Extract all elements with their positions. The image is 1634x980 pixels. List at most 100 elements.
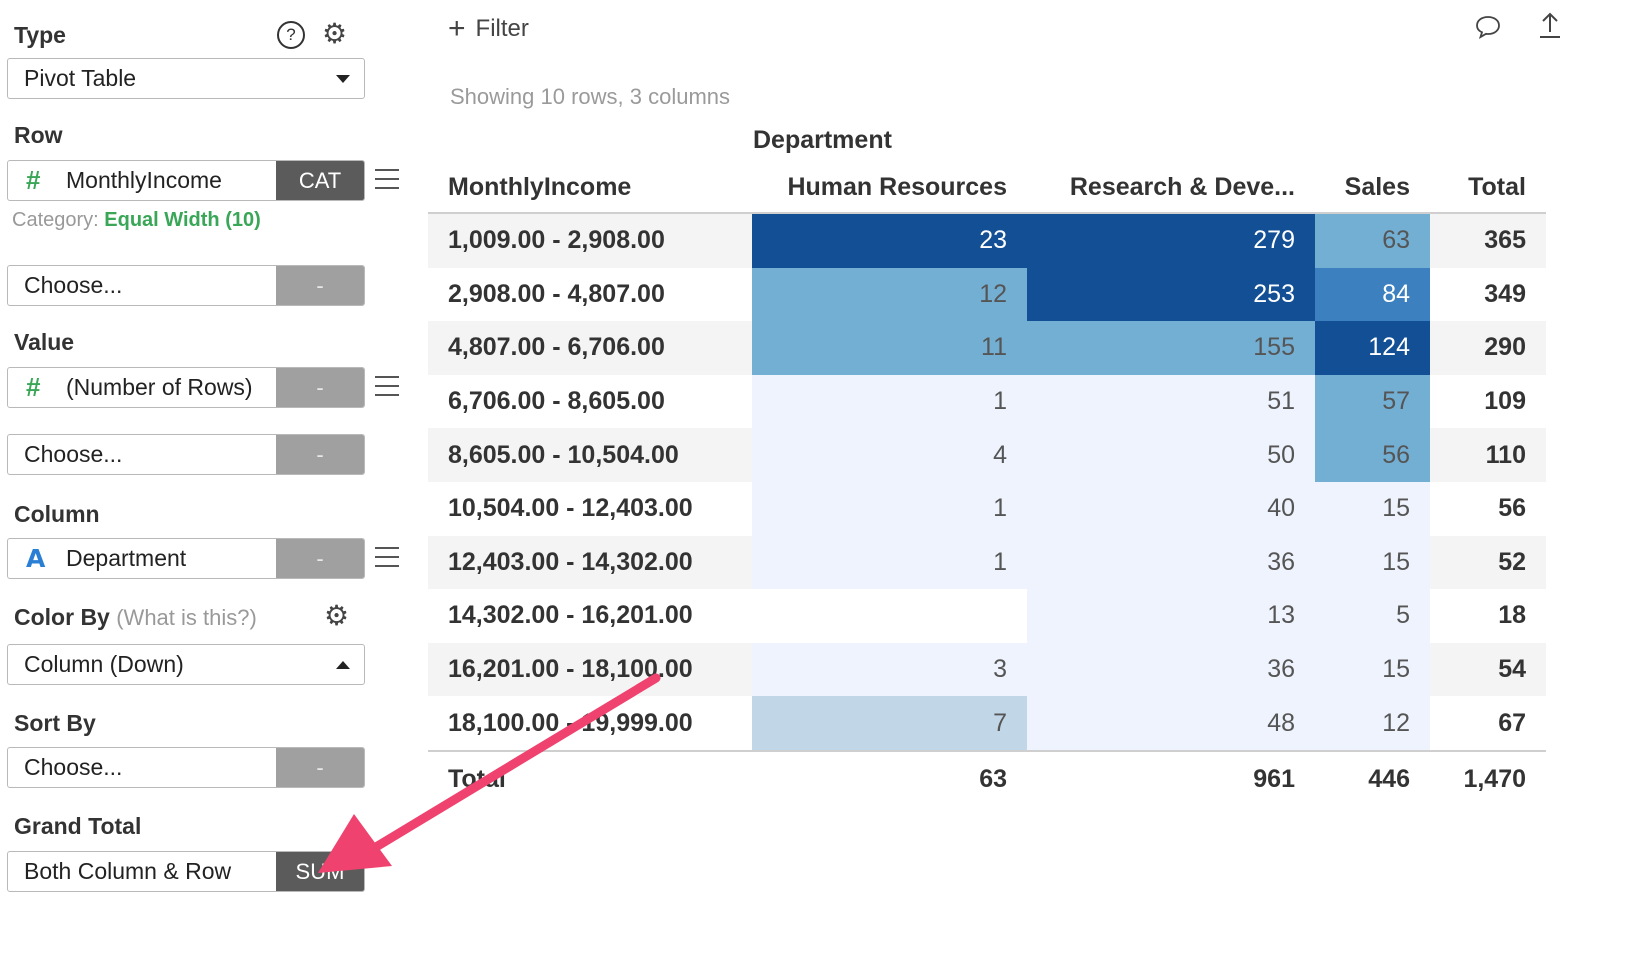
row-total-cell: 52 — [1430, 535, 1546, 590]
row-category: Category: Equal Width (10) — [12, 209, 261, 232]
grand-total-cell: 1,470 — [1430, 749, 1546, 808]
pivot-cell: 11 — [752, 321, 1027, 375]
row-menu-icon[interactable] — [375, 169, 399, 189]
upload-icon[interactable] — [1538, 10, 1562, 40]
row-total-cell: 109 — [1484, 387, 1526, 416]
value-field[interactable]: # (Number of Rows) - — [7, 367, 365, 408]
settings-panel: Type ? ⚙ Pivot Table Row # MonthlyIncome… — [0, 0, 420, 980]
row-label: 16,201.00 - 18,100.00 — [428, 642, 752, 697]
speech-bubble-icon[interactable] — [1474, 14, 1502, 40]
filter-button[interactable]: + Filter — [448, 12, 529, 46]
pivot-cell: 15 — [1315, 535, 1430, 590]
hash-icon: # — [26, 165, 41, 195]
type-select[interactable]: Pivot Table — [7, 58, 365, 99]
row-total-cell: 67 — [1498, 708, 1526, 737]
row-label: 18,100.00 - 19,999.00 — [448, 708, 693, 737]
row-second-field[interactable]: Choose... - — [7, 265, 365, 306]
pivot-cell — [752, 589, 1027, 643]
pivot-cell: 84 — [1315, 267, 1430, 322]
column-group-header: Department — [753, 126, 892, 154]
grand-total-field[interactable]: Both Column & Row SUM — [7, 851, 365, 892]
row-field-name: MonthlyIncome — [66, 167, 222, 193]
pivot-cell: 1 — [752, 374, 1027, 429]
grand-total-label: Grand Total — [14, 813, 142, 839]
column-field-button[interactable]: - — [276, 539, 364, 578]
sort-by-field[interactable]: Choose... - — [7, 747, 365, 788]
row-cat-button[interactable]: CAT — [276, 161, 364, 200]
row-count-status: Showing 10 rows, 3 columns — [450, 84, 731, 109]
pivot-cell: 7 — [752, 696, 1027, 751]
pivot-cell: 279 — [1027, 213, 1315, 268]
pivot-cell: 13 — [1027, 589, 1315, 643]
value-label: Value — [14, 329, 75, 355]
total-row-label: Total — [428, 749, 752, 808]
gear-icon[interactable]: ⚙ — [324, 599, 350, 632]
sort-by-label: Sort By — [14, 710, 96, 736]
column-header-research[interactable]: Research & Deve... — [1027, 162, 1315, 214]
question-icon[interactable]: ? — [277, 21, 305, 49]
row-field[interactable]: # MonthlyIncome CAT — [7, 160, 365, 201]
pivot-body: 1,009.00 - 2,908.00 23 279 63 365 2,908.00 - … — [428, 213, 1546, 808]
table-row: 8,605.00 - 10,504.00 4 50 56 110 — [428, 428, 1546, 482]
table-row: 1,009.00 - 2,908.00 23 279 63 365 — [428, 213, 1546, 268]
grand-total-value: Both Column & Row — [24, 858, 232, 884]
pivot-cell: 56 — [1315, 428, 1430, 482]
pivot-cell: 155 — [1027, 321, 1315, 375]
table-row: 14,302.00 - 16,201.00 13 5 18 — [428, 589, 1546, 643]
column-header-sales[interactable]: Sales — [1315, 162, 1430, 214]
pivot-cell: 15 — [1315, 481, 1430, 536]
column-header-total[interactable]: Total — [1430, 162, 1546, 214]
pivot-cell: 15 — [1315, 642, 1430, 697]
sort-by-button[interactable]: - — [276, 748, 364, 787]
pivot-cell: 40 — [1027, 481, 1315, 536]
row-label: Row — [14, 122, 63, 148]
column-menu-icon[interactable] — [375, 547, 399, 567]
pivot-cell: 124 — [1315, 321, 1430, 375]
chevron-down-icon — [336, 75, 350, 83]
color-by-help-link[interactable]: (What is this?) — [116, 605, 257, 630]
pivot-cell: 23 — [752, 213, 1027, 268]
color-by-label: Color By (What is this?) — [14, 604, 257, 631]
table-row: 10,504.00 - 12,403.00 1 40 15 56 — [428, 481, 1546, 536]
column-field-name: Department — [66, 545, 187, 571]
pivot-cell: 36 — [1027, 535, 1315, 590]
row-label: 8,605.00 - 10,504.00 — [428, 428, 752, 482]
row-total-cell: 365 — [1430, 213, 1546, 268]
pivot-cell: 3 — [752, 642, 1027, 697]
row-label: 10,504.00 - 12,403.00 — [448, 494, 693, 523]
filter-label: Filter — [475, 15, 529, 42]
row-second-placeholder: Choose... — [24, 272, 123, 298]
table-row: 16,201.00 - 18,100.00 3 36 15 54 — [428, 642, 1546, 697]
row-category-prefix: Category: — [12, 209, 99, 231]
alpha-icon: A — [26, 544, 46, 573]
value-menu-icon[interactable] — [375, 376, 399, 396]
row-total-cell: 110 — [1430, 428, 1546, 482]
column-header-human-resources[interactable]: Human Resources — [752, 162, 1027, 214]
color-by-value: Column (Down) — [24, 651, 184, 677]
color-by-select[interactable]: Column (Down) — [7, 644, 365, 685]
value-second-button[interactable]: - — [276, 435, 364, 474]
gear-icon[interactable]: ⚙ — [322, 17, 348, 50]
column-label: Column — [14, 501, 100, 527]
pivot-cell: 57 — [1315, 374, 1430, 429]
pivot-cell: 253 — [1027, 267, 1315, 322]
pivot-cell: 50 — [1027, 428, 1315, 482]
row-total-cell: 54 — [1430, 642, 1546, 697]
row-label: 12,403.00 - 14,302.00 — [428, 535, 752, 590]
row-total-cell: 56 — [1498, 494, 1526, 523]
type-label: Type — [14, 22, 66, 48]
grand-total-sum-button[interactable]: SUM — [276, 852, 364, 891]
pivot-cell: 1 — [752, 481, 1027, 536]
grand-total-row: Total 63 961 446 1,470 — [428, 749, 1546, 808]
row-category-value[interactable]: Equal Width (10) — [104, 209, 261, 231]
table-row: 4,807.00 - 6,706.00 11 155 124 290 — [428, 321, 1546, 375]
value-field-button[interactable]: - — [276, 368, 364, 407]
row-second-button[interactable]: - — [276, 266, 364, 305]
value-second-field[interactable]: Choose... - — [7, 434, 365, 475]
column-field[interactable]: A Department - — [7, 538, 365, 579]
pivot-cell: 36 — [1027, 642, 1315, 697]
row-dimension-header[interactable]: MonthlyIncome — [428, 162, 752, 214]
row-total-cell: 290 — [1430, 321, 1546, 375]
value-field-name: (Number of Rows) — [66, 374, 253, 400]
row-total-cell: 349 — [1484, 279, 1526, 308]
